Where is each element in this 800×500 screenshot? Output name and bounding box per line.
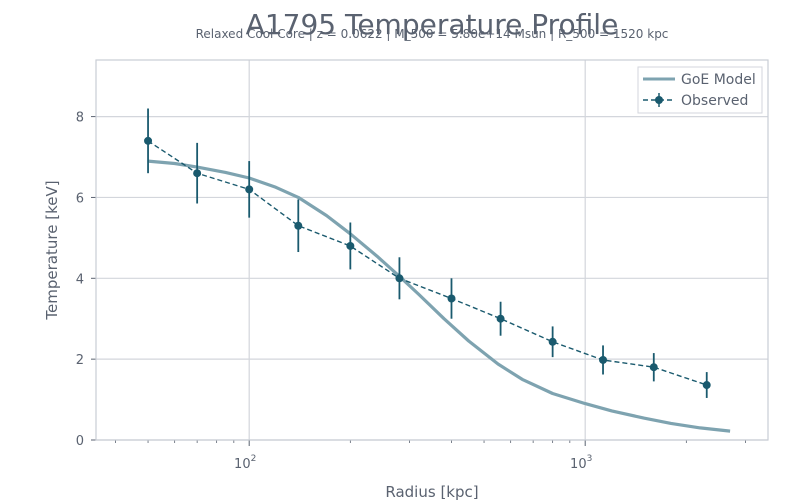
y-tick-label: 2 [76, 353, 84, 368]
chart-subtitle: Relaxed Cool Core | z = 0.0622 | M_500 =… [196, 27, 669, 41]
model-series [147, 159, 731, 433]
chart-title: A1795 Temperature Profile [246, 8, 619, 41]
model-line [147, 159, 731, 433]
y-axis-label: Temperature [keV] [43, 180, 61, 320]
legend-observed-marker [655, 96, 663, 104]
observed-point [599, 355, 608, 364]
legend: GoE Model Observed [637, 66, 763, 114]
x-tick-labels: 102 103 [234, 454, 592, 472]
x-tick-label: 103 [570, 454, 592, 472]
observed-series [144, 108, 711, 398]
observed-line [147, 140, 707, 386]
plot-frame [95, 59, 769, 441]
y-tick-label: 6 [76, 191, 84, 206]
observed-point [395, 274, 404, 283]
x-tick-label: 102 [234, 454, 256, 472]
y-tick-label: 4 [76, 272, 84, 287]
minor-ticks [91, 116, 746, 446]
observed-point [548, 337, 557, 346]
y-tick-label: 0 [76, 434, 84, 449]
observed-point [447, 294, 456, 303]
observed-point [193, 169, 202, 178]
legend-observed-label: Observed [681, 93, 748, 109]
x-axis-label: Radius [kpc] [385, 483, 478, 500]
observed-point [496, 314, 505, 323]
y-tick-labels: 0 2 4 6 8 [76, 111, 84, 449]
observed-point [346, 241, 355, 250]
observed-point [294, 221, 303, 230]
observed-point [649, 363, 658, 372]
observed-point [245, 185, 254, 194]
legend-model-label: GoE Model [681, 72, 756, 88]
observed-point [702, 381, 711, 390]
y-tick-label: 8 [76, 111, 84, 126]
grid-lines [96, 60, 768, 441]
observed-point [144, 136, 153, 145]
